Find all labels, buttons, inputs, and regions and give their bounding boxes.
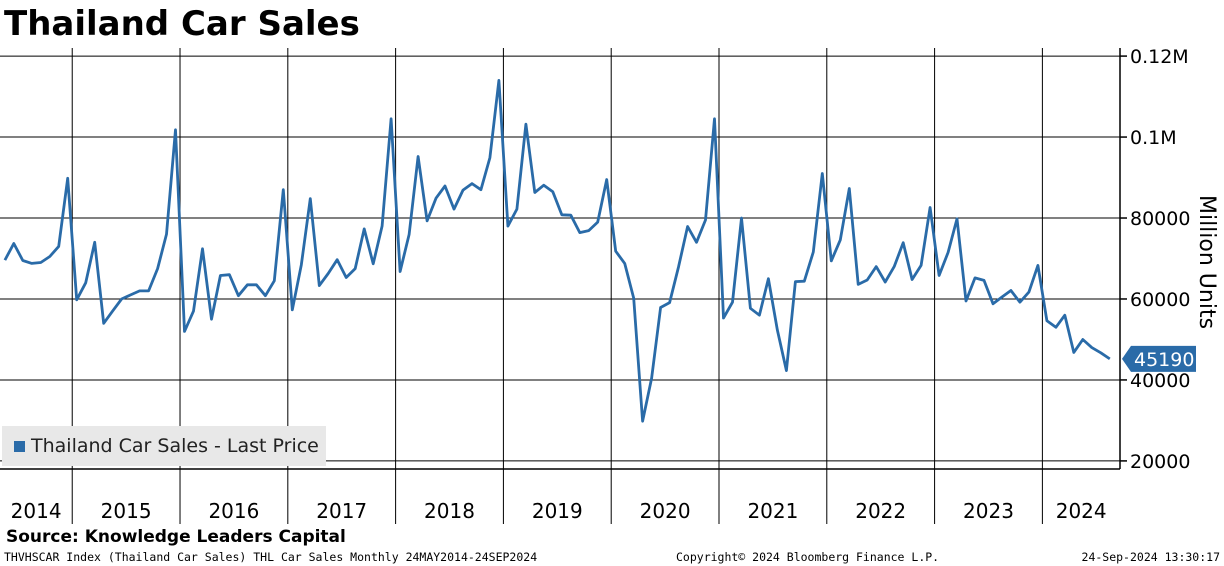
x-tick-label-2016: 2016 [208,499,259,523]
y-tick-label-4: 40000 [1130,370,1190,392]
footer-copyright: Copyright© 2024 Bloomberg Finance L.P. [676,550,940,564]
legend-swatch [14,440,25,452]
footer-ticker-info: THVHSCAR Index (Thailand Car Sales) THL … [4,550,538,564]
x-tick-labels: 2014 2015 2016 2017 2018 2019 2020 2021 2022 2023… [11,499,1107,523]
x-tick-label-2023: 2023 [963,499,1014,523]
x-tick-label-2022: 2022 [855,499,906,523]
last-value-tag: 45190 [1122,345,1196,372]
x-tick-label-2017: 2017 [316,499,367,523]
last-value-tag-shape [1122,345,1196,372]
chart-title: Thailand Car Sales [4,4,360,44]
y-tick-label-5: 20000 [1130,451,1190,473]
x-gridlines [71,48,1043,524]
x-tick-label-2014: 2014 [11,499,62,523]
x-tick-label-2021: 2021 [747,499,798,523]
x-tick-label-2019: 2019 [532,499,583,523]
gridlines [0,55,1120,462]
y-tick-label-3: 60000 [1130,289,1190,311]
y-axis-label: Million Units [1194,195,1219,329]
series-line-thailand-car-sales [3,79,1111,423]
legend: Thailand Car Sales - Last Price [2,426,326,466]
x-tick-label-2018: 2018 [424,499,475,523]
x-tick-label-2024: 2024 [1056,499,1107,523]
y-tick-label-1: 0.1M [1130,127,1177,149]
footer-timestamp: 24-Sep-2024 13:30:17 [1081,550,1220,564]
x-tick-label-2020: 2020 [640,499,691,523]
y-tick-label-2: 80000 [1130,208,1190,230]
y-tick-label-0: 0.12M [1130,46,1189,68]
last-value-tag-label: 45190 [1134,349,1194,371]
legend-label: Thailand Car Sales - Last Price [31,435,319,457]
x-tick-label-2015: 2015 [101,499,152,523]
source-note: Source: Knowledge Leaders Capital [6,527,346,547]
y-tick-labels: 0.12M 0.1M 80000 60000 40000 20000 [1120,46,1190,473]
